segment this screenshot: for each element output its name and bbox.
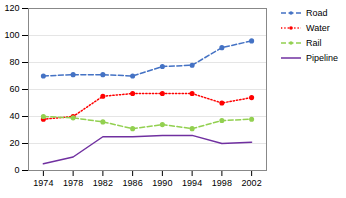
svg-text:1982: 1982 [93, 178, 113, 188]
svg-text:80: 80 [9, 57, 19, 67]
svg-text:60: 60 [9, 84, 19, 94]
svg-text:100: 100 [4, 30, 19, 40]
svg-text:20: 20 [9, 138, 19, 148]
svg-text:1998: 1998 [212, 178, 232, 188]
svg-text:120: 120 [4, 3, 19, 13]
html-text:Water: Water [306, 23, 330, 33]
svg-text:0: 0 [14, 165, 19, 175]
svg-text:1986: 1986 [123, 178, 143, 188]
html-text:Road: Road [306, 8, 328, 18]
svg-text:1974: 1974 [33, 178, 53, 188]
svg-text:1994: 1994 [182, 178, 202, 188]
html-text:Pipeline: Pipeline [306, 53, 338, 63]
html-text:Rail: Rail [306, 38, 322, 48]
svg-text:1978: 1978 [63, 178, 83, 188]
svg-text:2002: 2002 [242, 178, 262, 188]
svg-text:40: 40 [9, 111, 19, 121]
svg-text:1990: 1990 [152, 178, 172, 188]
